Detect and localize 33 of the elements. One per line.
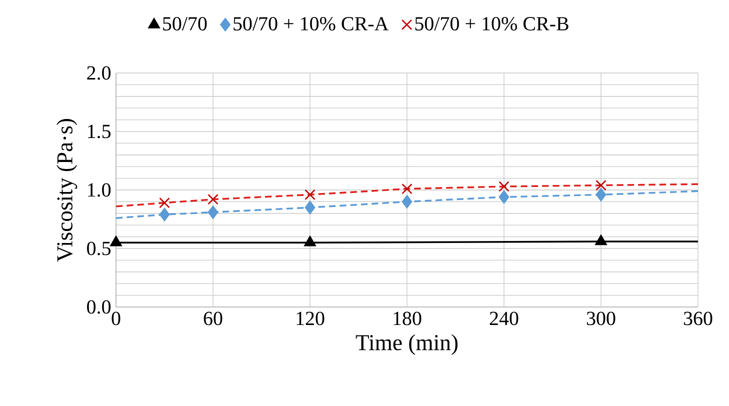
point <box>208 206 218 219</box>
point <box>159 197 170 208</box>
point <box>402 195 412 208</box>
point <box>596 180 606 191</box>
y-tick-label: 2.0 <box>87 66 111 80</box>
y-tick-label: 0.5 <box>87 242 111 256</box>
y-tick-label: 0.0 <box>87 300 111 314</box>
legend-label: 50/70 + 10% CR-A <box>234 17 389 31</box>
x-tick-label: 180 <box>394 312 422 326</box>
point <box>304 200 316 214</box>
x-tick-label: 360 <box>684 312 712 326</box>
y-tick-label: 1.0 <box>88 183 111 197</box>
x-tick-label: 60 <box>204 312 222 326</box>
y-tick-label: 1.5 <box>88 124 111 138</box>
point <box>159 208 170 222</box>
point <box>402 183 412 194</box>
x-tick-label: 240 <box>490 312 518 326</box>
point <box>304 189 316 200</box>
point <box>596 188 606 202</box>
point <box>498 181 510 192</box>
legend-label: 50/70 + 10% CR-B <box>415 17 568 31</box>
x-tick-label: 120 <box>296 312 324 326</box>
line-series <box>116 183 698 208</box>
point <box>110 236 122 246</box>
y-axis-title: Viscosity (Pa·s) <box>56 118 78 262</box>
point <box>208 194 218 205</box>
x-axis-title: Time (min) <box>356 334 458 355</box>
legend-label: 50/70 <box>163 17 207 30</box>
point <box>498 190 510 204</box>
point <box>304 236 316 246</box>
x-tick-label: 0 <box>112 312 120 326</box>
x-tick-label: 300 <box>586 312 616 326</box>
point <box>595 234 607 246</box>
